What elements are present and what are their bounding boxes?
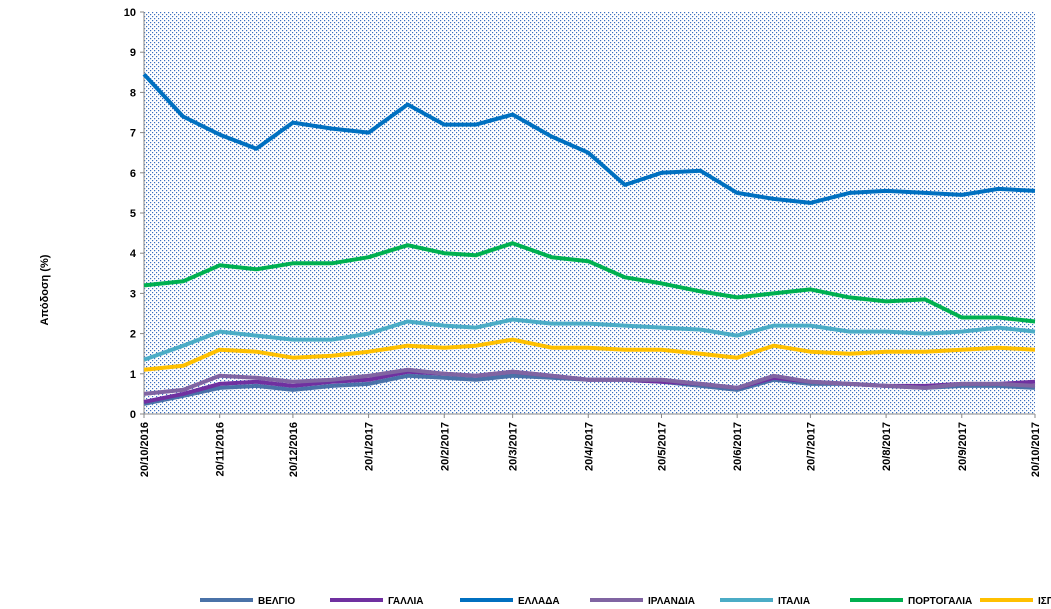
series-line <box>143 241 1036 324</box>
legend-label: ΙΣΠΑΝΙΑ <box>1038 596 1051 607</box>
y-tick-label: 7 <box>130 128 136 140</box>
x-tick-label: 20/7/2017 <box>805 422 817 471</box>
y-tick-label: 1 <box>130 369 136 381</box>
x-tick-label: 20/10/2016 <box>139 422 151 477</box>
series-line <box>142 72 1036 205</box>
y-tick-label: 9 <box>130 47 136 59</box>
y-tick-label: 6 <box>130 168 136 180</box>
x-tick-label: 20/3/2017 <box>508 422 520 471</box>
series-line <box>143 317 1036 362</box>
y-tick-label: 3 <box>130 288 136 300</box>
y-tick-label: 2 <box>130 329 136 341</box>
x-tick-label: 20/6/2017 <box>732 422 744 471</box>
legend-label: ΕΛΛΑΔΑ <box>518 596 560 607</box>
x-tick-label: 20/2/2017 <box>439 422 451 471</box>
y-tick-label: 8 <box>130 87 136 99</box>
legend-label: ΠΟΡΤΟΓΑΛΙΑ <box>908 596 972 607</box>
y-tick-label: 5 <box>130 208 136 220</box>
legend-label: ΒΕΛΓΙΟ <box>258 596 295 607</box>
x-tick-label: 20/1/2017 <box>364 422 376 471</box>
legend-label: ΙΡΛΑΝΔΙΑ <box>648 596 695 607</box>
series-line <box>143 337 1036 372</box>
x-tick-label: 20/4/2017 <box>583 422 595 471</box>
x-tick-label: 20/8/2017 <box>881 422 893 471</box>
y-axis-title: Απόδοση (%) <box>39 254 51 325</box>
x-tick-label: 20/9/2017 <box>957 422 969 471</box>
legend-label: ΙΤΑΛΙΑ <box>778 596 810 607</box>
y-tick-label: 0 <box>130 409 136 421</box>
x-tick-label: 20/10/2017 <box>1030 422 1042 477</box>
series-line <box>143 367 1036 396</box>
x-tick-label: 20/5/2017 <box>657 422 669 471</box>
legend-label: ΓΑΛΛΙΑ <box>388 596 423 607</box>
x-tick-label: 20/12/2016 <box>288 422 300 477</box>
y-tick-label: 4 <box>130 248 137 260</box>
x-tick-label: 20/11/2016 <box>215 422 227 476</box>
y-tick-label: 10 <box>124 7 136 19</box>
